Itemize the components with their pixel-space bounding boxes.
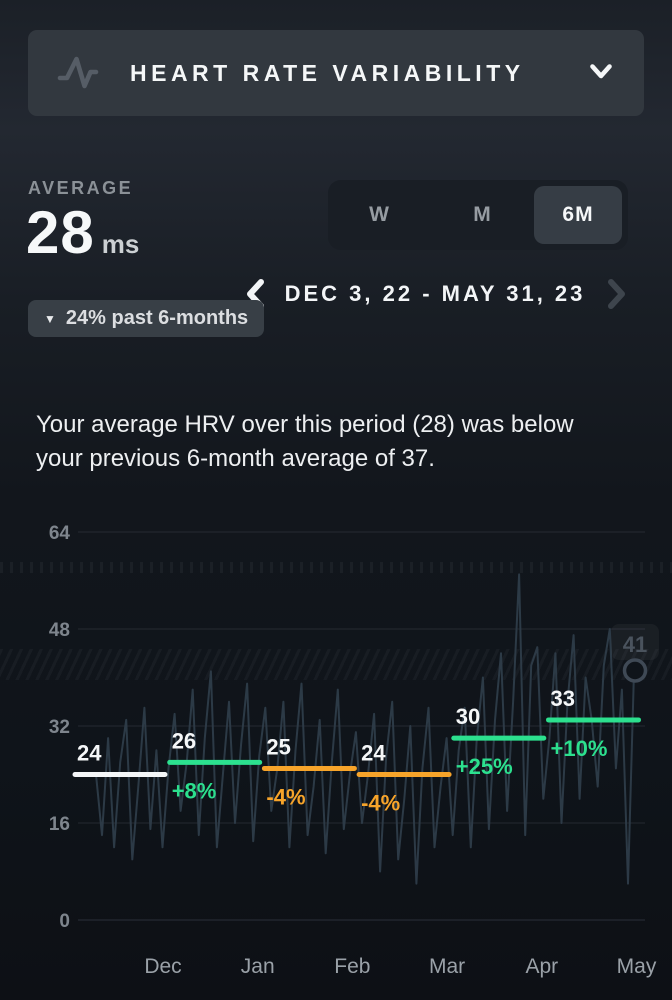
latest-value-marker — [622, 658, 648, 683]
date-range-label: DEC 3, 22 - MAY 31, 23 — [284, 281, 586, 306]
month-average-value-feb: 25 — [266, 734, 290, 759]
month-change-may: +10% — [551, 736, 608, 761]
chevron-right-icon[interactable] — [606, 278, 628, 310]
month-change-jan: +8% — [172, 778, 217, 803]
metric-title: HEART RATE VARIABILITY — [130, 59, 525, 86]
month-average-value-jan: 26 — [172, 728, 196, 753]
y-tick-16: 16 — [49, 814, 70, 835]
x-axis-label-dec: Dec — [144, 955, 181, 978]
month-average-value-dec: 24 — [77, 741, 102, 766]
month-change-mar: -4% — [361, 791, 400, 816]
x-axis-label-may: May — [617, 955, 657, 978]
x-axis-label-feb: Feb — [334, 955, 370, 978]
month-change-feb: -4% — [266, 784, 305, 809]
x-axis-label-jan: Jan — [241, 955, 275, 978]
trend-badge: ▼ 24% past 6-months — [28, 300, 265, 337]
toggle-option-month[interactable]: M — [473, 203, 492, 226]
trend-chart[interactable]: 64 48 32 16 0 41 24 Dec 26 +8% Jan 25 -4% Feb 24 -4% Mar… — [0, 500, 672, 1000]
month-change-apr: +25% — [456, 754, 513, 779]
y-tick-0: 0 — [59, 911, 70, 932]
toggle-option-6month[interactable]: 6M — [534, 186, 622, 244]
hrv-pulse-icon — [57, 56, 99, 89]
month-average-value-mar: 24 — [361, 741, 386, 766]
month-average-value-apr: 30 — [456, 704, 480, 729]
latest-value-label: 41 — [623, 632, 647, 657]
average-unit: ms — [101, 229, 140, 259]
average-value: 28 — [26, 199, 95, 266]
chevron-down-icon — [590, 64, 612, 79]
metric-selector-header[interactable]: HEART RATE VARIABILITY — [28, 30, 644, 116]
range-toggle: W M 6M — [328, 180, 628, 250]
triangle-down-icon: ▼ — [44, 311, 56, 326]
toggle-option-week[interactable]: W — [369, 203, 390, 226]
latest-value-chip — [611, 624, 659, 660]
y-tick-64: 64 — [49, 523, 71, 544]
date-navigation: DEC 3, 22 - MAY 31, 23 — [0, 276, 672, 316]
x-axis-label-mar: Mar — [429, 955, 465, 978]
daily-hrv-line — [95, 573, 635, 885]
y-tick-48: 48 — [49, 620, 70, 641]
x-axis-label-apr: Apr — [525, 955, 558, 978]
month-average-value-may: 33 — [551, 686, 575, 711]
average-value-row: 28 ms — [26, 200, 139, 266]
y-tick-32: 32 — [49, 717, 70, 738]
trend-badge-label: 24% past 6-months — [65, 307, 249, 329]
insight-text: Your average HRV over this period (28) w… — [36, 411, 574, 472]
average-label: AVERAGE — [28, 178, 134, 198]
